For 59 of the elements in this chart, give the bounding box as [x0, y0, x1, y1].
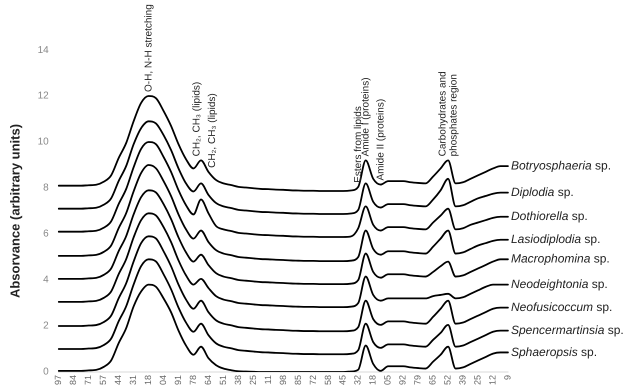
series-label: Neofusicoccum sp.	[511, 300, 612, 314]
x-tick-label: 91	[173, 374, 184, 386]
x-tick-label: 12	[488, 374, 498, 386]
series-label: Dothiorella sp.	[511, 209, 588, 224]
annotation: CH₂, CH₃ (lipids)	[192, 82, 203, 156]
x-tick-label: 05	[382, 374, 393, 386]
x-tick-label: 25	[472, 374, 483, 386]
x-tick-label: 64	[202, 374, 213, 386]
x-tick-label: 25	[248, 374, 258, 386]
x-tick-label: 57	[98, 374, 108, 386]
line-series	[58, 258, 509, 356]
series-label: Macrophomina sp.	[511, 252, 610, 266]
line-series	[58, 235, 509, 332]
annotation: O-H, N-H stretching	[143, 4, 154, 92]
y-tick-label: 14	[38, 44, 50, 56]
annotation: Amide II (proteins)	[375, 98, 386, 181]
x-tick-label: 97	[53, 374, 64, 386]
x-tick-label: 98	[278, 374, 288, 386]
x-tick-label: 78	[188, 374, 198, 386]
x-tick-label: 85	[292, 374, 303, 386]
series-label: Diplodia sp.	[511, 184, 574, 199]
series-label: Sphaeropsis sp.	[511, 344, 598, 359]
y-tick-label: 10	[38, 136, 50, 148]
line-series	[58, 189, 509, 286]
x-tick-label: 44	[113, 374, 124, 386]
x-tick-label: 04	[158, 374, 168, 386]
line-series	[58, 212, 509, 308]
x-tick-label: 79	[412, 374, 423, 386]
series-label: Lasiodiplodia sp.	[511, 232, 600, 246]
y-tick-label: 4	[43, 274, 50, 286]
y-tick-label: 8	[43, 182, 50, 194]
x-tick-label: 58	[322, 374, 333, 386]
x-tick-label: 92	[398, 374, 408, 386]
x-tick-label: 51	[218, 374, 228, 386]
series-label: Spencermartinsia sp.	[511, 322, 624, 337]
x-tick-label: 31	[128, 374, 138, 386]
y-tick-label: 12	[38, 90, 50, 102]
x-tick-label: 72	[308, 374, 318, 386]
x-tick-label: 9	[502, 374, 512, 380]
y-axis-title: Absorvance (arbitrary units)	[7, 124, 22, 298]
y-tick-label: 6	[43, 228, 50, 240]
y-tick-label: 2	[43, 320, 50, 332]
line-series	[58, 284, 509, 372]
x-tick-label: 39	[458, 374, 468, 386]
x-tick-label: 45	[338, 374, 348, 386]
x-tick-label: 65	[428, 374, 438, 386]
annotation: Carbohydrates and phosphates region	[437, 71, 460, 156]
annotation: CH₂, CH₃ (lipids)	[207, 93, 218, 168]
series-label: Botryosphaeria sp.	[511, 158, 612, 172]
series-label: Neodeightonia sp.	[511, 276, 608, 291]
x-tick-label: 32	[352, 374, 363, 386]
x-tick-label: 18	[143, 374, 154, 386]
x-tick-label: 52	[442, 374, 453, 386]
y-tick-label: 0	[43, 366, 50, 378]
x-tick-label: 84	[68, 374, 78, 386]
x-tick-label: 71	[83, 374, 94, 386]
x-tick-label: 11	[262, 374, 273, 384]
x-tick-label: 38	[232, 374, 243, 386]
x-tick-label: 18	[368, 374, 378, 386]
